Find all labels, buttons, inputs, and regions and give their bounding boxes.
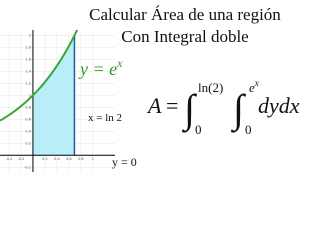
formula: A = ∫ ln(2) 0 ∫ ex 0 dydx — [146, 78, 300, 137]
y-tick-label: 1.6 — [25, 58, 31, 62]
integral-sign: ∫ — [181, 86, 198, 133]
inner-upper-base: e — [249, 80, 255, 95]
y-tick-label: -0.2 — [24, 165, 31, 169]
thumbnail: -0.4 -0.2 0.2 0.4 0.6 0.8 1 -0.2 0.2 0.4 0.6 0.8 1 1.… — [0, 5, 300, 172]
y-tick-label: 0.8 — [25, 105, 31, 109]
x-tick-label: 0.4 — [54, 157, 60, 161]
y-tick-label: 0.6 — [25, 117, 31, 121]
shaded-region — [32, 35, 75, 156]
x-tick-label: 0.6 — [66, 157, 72, 161]
graph: -0.4 -0.2 0.2 0.4 0.6 0.8 1 -0.2 0.2 0.4 0.6 0.8 1 1.… — [0, 30, 115, 172]
outer-lower: 0 — [195, 122, 202, 137]
inner-upper-exp: x — [254, 78, 259, 88]
curve-label-base: y = e — [78, 59, 117, 79]
bound-label: x = ln 2 — [88, 112, 122, 124]
differential: dydx — [258, 93, 300, 118]
x-tick-label: 0.8 — [78, 157, 84, 161]
y-tick-label: 1.8 — [25, 46, 31, 50]
y-tick-label: 2 — [29, 34, 31, 38]
title-line-2: Con Integral doble — [121, 27, 248, 46]
curve-label: y = ex — [78, 56, 123, 79]
x-tick-label: 1 — [92, 157, 94, 161]
y-tick-label: 0.4 — [25, 129, 31, 133]
curve — [0, 30, 79, 122]
y-tick-label: 1.4 — [25, 70, 31, 74]
y-tick-label: 0.2 — [25, 141, 31, 145]
x-tick-label: 0.2 — [42, 157, 48, 161]
inner-lower: 0 — [245, 122, 252, 137]
outer-upper: ln(2) — [198, 80, 223, 95]
inner-upper: ex — [249, 78, 259, 95]
y-tick-label: 1.2 — [25, 82, 31, 86]
x-tick-label: -0.2 — [18, 157, 25, 161]
x-tick-label: -0.4 — [6, 157, 14, 161]
formula-equals: = — [166, 93, 178, 118]
title-line-1: Calcular Área de una región — [89, 5, 281, 24]
y-tick-label: 1 — [29, 94, 31, 98]
formula-lhs: A — [146, 93, 162, 118]
integral-sign: ∫ — [230, 86, 247, 133]
curve-label-exp: x — [116, 56, 123, 70]
page: {"header": {"line1": "Calcular Área de u… — [0, 5, 300, 172]
axis-label: y = 0 — [112, 155, 137, 169]
